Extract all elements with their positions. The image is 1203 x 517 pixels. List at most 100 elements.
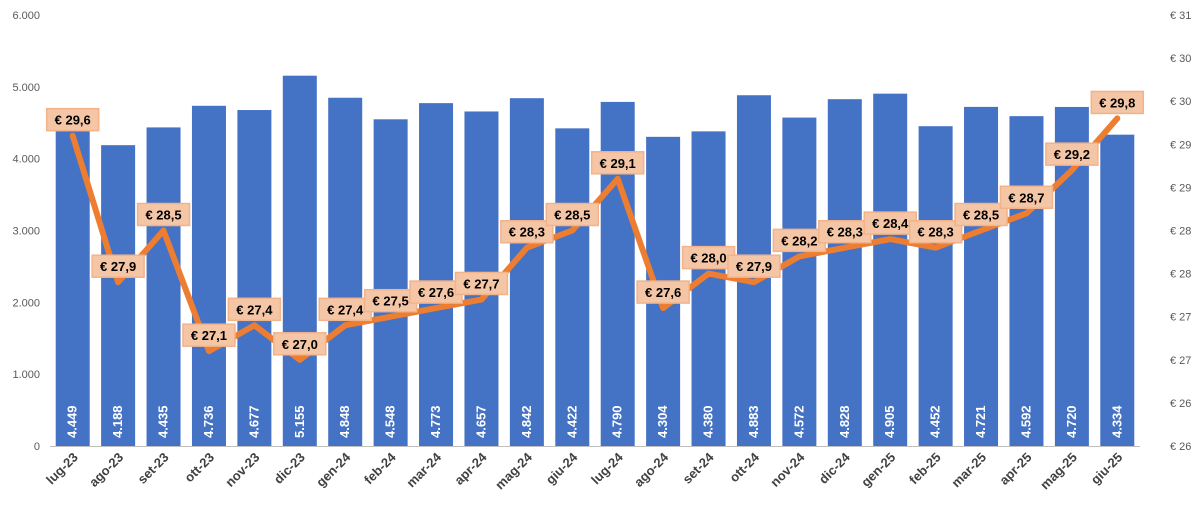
- line-label-box: [45, 107, 100, 132]
- right-tick-1: € 26: [1170, 398, 1191, 410]
- line-point-label-nov-23: € 27,4: [227, 297, 282, 322]
- bar-label-gen-24: 4.848: [337, 405, 352, 438]
- bar-label-giu-25: 4.334: [1109, 405, 1124, 438]
- line-label-text: € 28,3: [827, 225, 863, 240]
- line-label-box: [727, 254, 781, 278]
- line-label-text: € 29,6: [55, 113, 91, 128]
- line-label-box: [1045, 142, 1099, 166]
- right-tick-10: € 31: [1170, 10, 1191, 22]
- line-label-box: [954, 202, 1008, 227]
- x-tick-mar-25: mar-25: [948, 450, 989, 491]
- line-label-box: [182, 323, 236, 347]
- left-tick-2: 2.000: [12, 297, 40, 309]
- line-label-box: [500, 219, 554, 244]
- line-label-box: [136, 202, 191, 227]
- bar-gen-25: [873, 93, 908, 446]
- x-tick-dic-23: dic-23: [271, 450, 308, 487]
- bar-label-feb-25: 4.452: [928, 405, 943, 438]
- x-tick-mar-24: mar-24: [403, 449, 444, 490]
- x-tick-gen-24: gen-24: [313, 449, 354, 490]
- line-label-text: € 28,4: [872, 216, 909, 231]
- line-point-label-set-23: € 28,5: [136, 202, 191, 227]
- right-tick-9: € 30: [1170, 53, 1191, 65]
- line-label-text: € 27,6: [418, 285, 454, 300]
- line-point-label-giu-25: € 29,8: [1090, 90, 1145, 115]
- bar-label-nov-24: 4.572: [791, 405, 806, 438]
- line-label-box: [273, 332, 327, 356]
- line-label-text: € 29,1: [600, 156, 636, 171]
- bar-series: [55, 75, 1135, 447]
- line-point-label-giu-24: € 28,5: [545, 202, 600, 227]
- line-point-label-mar-25: € 28,5: [954, 202, 1008, 227]
- bar-label-nov-23: 4.677: [246, 405, 261, 438]
- line-point-label-gen-25: € 28,4: [863, 211, 917, 235]
- line-label-text: € 28,3: [918, 225, 954, 240]
- line-label-box: [590, 151, 645, 175]
- x-tick-mag-24: mag-24: [492, 449, 535, 492]
- x-tick-giu-25: giu-25: [1088, 450, 1126, 488]
- line-label-text: € 28,7: [1008, 190, 1044, 205]
- line-label-text: € 27,7: [463, 276, 499, 291]
- right-tick-7: € 29: [1170, 139, 1191, 151]
- line-label-text: € 28,5: [145, 208, 181, 223]
- x-tick-mag-25: mag-25: [1037, 450, 1080, 493]
- line-point-label-lug-23: € 29,6: [45, 107, 100, 132]
- x-tick-dic-24: dic-24: [816, 449, 854, 487]
- line-point-label-mar-24: € 27,6: [409, 280, 463, 304]
- bar-ago-23: [101, 145, 136, 447]
- line-label-box: [91, 254, 145, 278]
- line-label-text: € 27,6: [645, 285, 681, 300]
- line-label-text: € 27,4: [236, 302, 273, 317]
- left-tick-0: 0: [34, 441, 40, 453]
- line-label-box: [636, 280, 690, 304]
- line-label-text: € 29,2: [1054, 147, 1090, 162]
- line-point-label-apr-24: € 27,7: [454, 271, 509, 296]
- bar-label-lug-24: 4.790: [610, 405, 625, 438]
- x-tick-ago-24: ago-24: [631, 449, 672, 490]
- line-label-text: € 27,9: [100, 259, 136, 274]
- bar-label-mag-24: 4.842: [519, 405, 534, 438]
- line-point-label-ott-24: € 27,9: [727, 254, 781, 278]
- x-tick-ott-24: ott-24: [726, 449, 762, 485]
- bar-label-set-23: 4.435: [156, 405, 171, 438]
- bar-label-ago-24: 4.304: [655, 405, 670, 438]
- right-tick-8: € 30: [1170, 96, 1191, 108]
- bar-set-24: [691, 131, 726, 446]
- x-tick-nov-24: nov-24: [767, 449, 808, 490]
- line-point-label-ott-23: € 27,1: [182, 323, 236, 347]
- line-point-label-mag-25: € 29,2: [1045, 142, 1099, 166]
- line-label-text: € 28,5: [554, 208, 590, 223]
- x-tick-set-23: set-23: [134, 450, 171, 487]
- line-label-text: € 27,5: [373, 294, 409, 309]
- bar-dic-23: [282, 75, 317, 447]
- bar-mag-24: [509, 98, 544, 447]
- x-tick-apr-25: apr-25: [996, 450, 1034, 488]
- bar-label-apr-25: 4.592: [1018, 405, 1033, 438]
- x-tick-apr-24: apr-24: [451, 449, 490, 488]
- bar-label-ott-23: 4.736: [201, 405, 216, 438]
- bar-nov-24: [782, 117, 817, 446]
- line-label-text: € 28,2: [781, 233, 817, 248]
- line-point-label-ago-24: € 27,6: [636, 280, 690, 304]
- left-axis-tick-labels: 0 1.000 2.000 3.000 4.000 5.000 6.000: [12, 10, 40, 453]
- line-point-label-set-24: € 28,0: [681, 245, 736, 270]
- x-tick-feb-25: feb-25: [906, 450, 944, 488]
- line-label-text: € 27,0: [282, 337, 318, 352]
- x-tick-ott-23: ott-23: [181, 450, 217, 486]
- bar-apr-25: [1009, 116, 1044, 447]
- x-axis-tick-labels: lug-23 ago-23 set-23 ott-23 nov-23 dic-23 gen-…: [43, 449, 1125, 492]
- line-point-label-mag-24: € 28,3: [500, 219, 554, 244]
- left-tick-6: 6.000: [12, 10, 40, 22]
- bar-label-mar-24: 4.773: [428, 405, 443, 438]
- line-label-text: € 27,1: [191, 328, 227, 343]
- right-tick-2: € 27: [1170, 355, 1191, 367]
- x-tick-ago-23: ago-23: [86, 450, 126, 490]
- bar-label-giu-24: 4.422: [564, 405, 579, 438]
- bar-label-dic-24: 4.828: [837, 405, 852, 438]
- bar-giu-25: [1100, 134, 1135, 447]
- bar-nov-23: [237, 110, 272, 447]
- bar-ott-23: [191, 105, 226, 446]
- bar-dic-24: [827, 99, 862, 447]
- line-label-text: € 27,9: [736, 259, 772, 274]
- bar-label-mag-25: 4.720: [1064, 405, 1079, 438]
